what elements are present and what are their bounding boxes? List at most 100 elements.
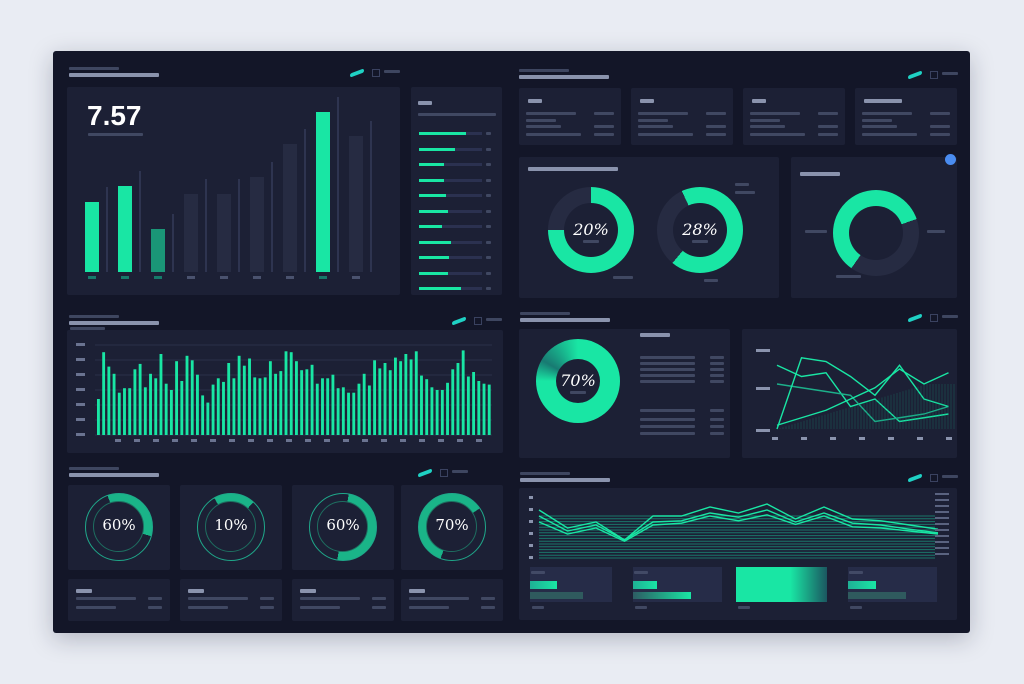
y-tick-label [756,349,770,352]
bar-tile-title [849,571,863,574]
bar [117,392,121,435]
x-tick-label [115,439,121,442]
bar [466,376,470,435]
stat-value [594,125,614,128]
ring-chart: 70% [418,493,486,561]
stat-title [528,99,542,103]
bar [217,194,231,272]
progress-list-card [411,87,502,295]
detail-value [710,362,724,365]
stat-line [638,119,668,122]
mid-bar-chart [76,343,492,442]
grid-icon[interactable] [930,474,938,482]
menu-label [452,470,468,473]
x-tick-label [324,439,330,442]
bar-tick-label [319,276,327,279]
bar-tile [736,567,827,602]
stat-title [640,99,654,103]
progress-fill [419,132,467,135]
stat-value [930,125,950,128]
bar [331,374,335,435]
donut-value: 28% [682,220,718,239]
section-title [69,473,159,477]
stat-line [750,119,780,122]
donut-label-right [927,230,945,233]
donut-chart: 28% [657,187,743,273]
bar [232,378,236,435]
progress-value [486,163,491,166]
x-tick-label [801,437,807,440]
donut-footnote [704,279,718,282]
bar [316,112,330,272]
stat-value [818,112,838,115]
donut-chart: 70% [536,339,620,423]
progress-fill [419,287,462,290]
section-title [520,318,610,322]
ring-value: 70% [435,516,469,534]
y-tick-label [76,388,85,391]
legend-label [935,499,949,501]
ring-value: 60% [326,516,360,534]
grid-icon[interactable] [372,69,380,77]
series-line [776,368,949,426]
bar [138,363,142,435]
bar [237,355,241,435]
grid-icon[interactable] [930,71,938,79]
bar [190,360,194,435]
stat-line [526,119,556,122]
grid-icon[interactable] [930,314,938,322]
progress-value [486,240,491,244]
grid-icon[interactable] [474,317,482,325]
detail-value [710,380,724,383]
legend-label [935,523,949,525]
detail-line [640,380,695,383]
ring-chart: 60% [85,493,153,561]
bar [143,387,147,435]
bar [399,361,403,435]
bar [102,352,106,435]
x-tick-label [457,439,463,442]
section-subtitle [70,327,105,330]
bottom-line-chart [529,493,949,559]
bar [300,370,304,435]
bar [315,383,319,435]
ring-hole [93,501,144,552]
x-tick-label [362,439,368,442]
ring-info-card [292,579,394,621]
x-tick-label [859,437,865,440]
bar [295,361,298,435]
legend-label [935,517,949,519]
progress-track [419,163,482,166]
progress-track [419,178,482,182]
donut-caption [692,240,708,243]
ring-info-card [180,579,282,621]
notification-dot[interactable] [945,154,956,165]
stat-card [855,88,957,145]
bar [258,378,262,435]
bar-fill-secondary [848,592,906,599]
progress-fill [419,147,455,151]
card-title [640,333,670,337]
progress-value [486,287,491,290]
x-tick-label [343,439,349,442]
bar [248,358,251,435]
section-title [69,321,159,325]
series-line [538,509,939,541]
donut-hole [673,203,727,257]
bar [435,390,439,435]
card-title [800,172,840,176]
grid-icon[interactable] [440,469,448,477]
stat-line [638,112,688,115]
bar [222,381,225,435]
stat-value [930,112,950,115]
stat-line [638,125,673,128]
x-tick-label [830,437,836,440]
bar [341,387,345,435]
x-tick-label [917,437,923,440]
bar [362,373,366,435]
series-line [538,503,939,541]
bar [133,369,137,435]
legend-label [935,535,949,537]
progress-value [486,271,491,275]
detail-line [640,432,695,435]
